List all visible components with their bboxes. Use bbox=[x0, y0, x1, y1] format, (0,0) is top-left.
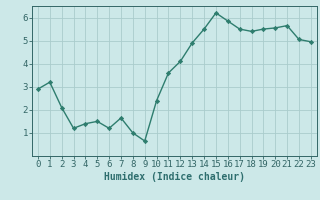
X-axis label: Humidex (Indice chaleur): Humidex (Indice chaleur) bbox=[104, 172, 245, 182]
